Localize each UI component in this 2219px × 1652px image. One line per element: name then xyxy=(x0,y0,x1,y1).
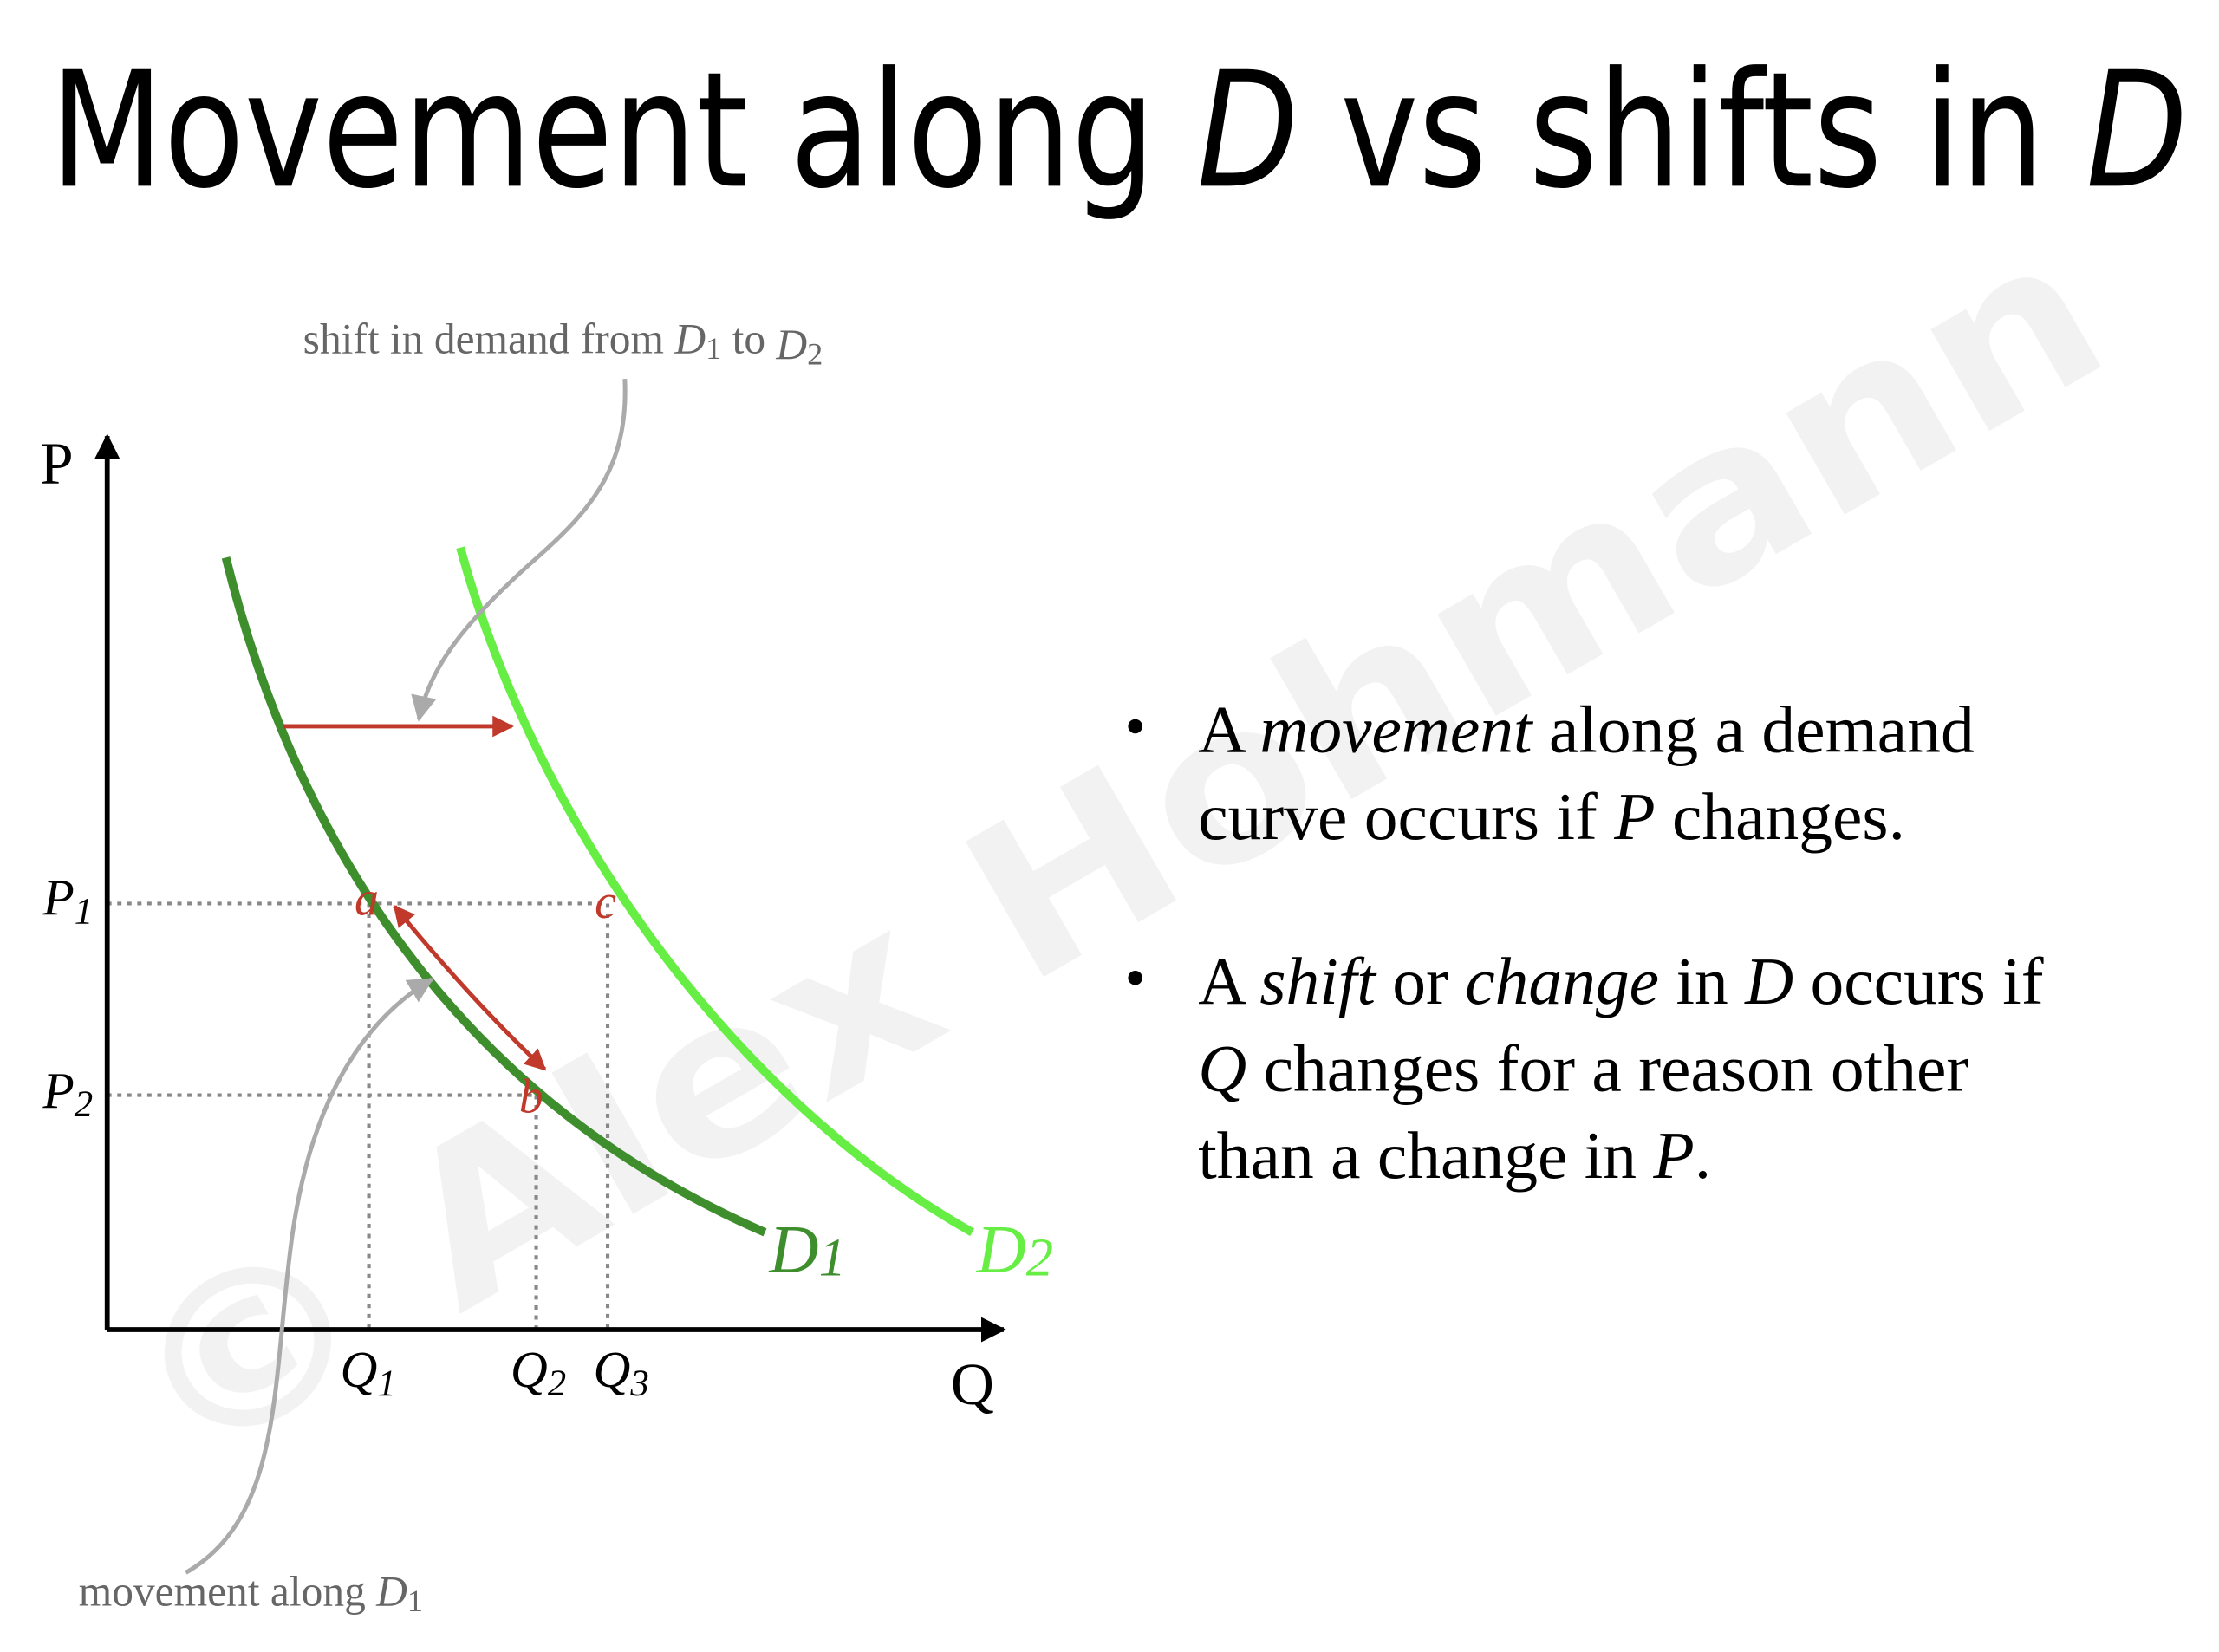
bullet-part: A xyxy=(1198,693,1259,767)
point-label: c xyxy=(595,875,616,929)
bullet-part: shift xyxy=(1259,944,1377,1018)
quantity-label: Q3 xyxy=(594,1341,649,1404)
label-part: Q xyxy=(594,1341,631,1398)
annotation-subscript: 2 xyxy=(807,337,823,372)
quantity-label: Q1 xyxy=(341,1341,396,1404)
bullet-line: curve occurs if P changes. xyxy=(1198,779,1905,854)
label-part: Q xyxy=(511,1341,548,1398)
bullet-part: curve occurs if xyxy=(1198,779,1614,854)
label-part: P xyxy=(42,1062,74,1119)
annotation-subscript: 1 xyxy=(407,1584,423,1618)
title-part: Movement along xyxy=(50,37,1197,224)
bullet-line: than a change in P. xyxy=(1198,1118,1711,1193)
annotation-part: D xyxy=(674,315,706,362)
bullet-line: A movement along a demand xyxy=(1198,693,1974,767)
curve-label: D1 xyxy=(768,1212,846,1288)
quantity-label: Q2 xyxy=(511,1341,566,1404)
annotation-part: shift in demand from xyxy=(303,315,675,362)
bullet-line: A shift or change in D occurs if xyxy=(1198,944,2043,1018)
price-label: P2 xyxy=(42,1062,93,1125)
annotation: movement along D1 xyxy=(79,1567,423,1618)
annotation: shift in demand from D1 to D2 xyxy=(303,315,823,371)
bullet-dot xyxy=(1128,719,1142,734)
point-label: b xyxy=(519,1070,543,1123)
label-part: D xyxy=(976,1212,1026,1288)
curve-label: D2 xyxy=(976,1212,1054,1288)
annotation-part: to xyxy=(721,315,776,362)
movement-arrow xyxy=(393,904,547,1071)
title-part: D xyxy=(1197,37,1298,224)
bullet-part: along a demand xyxy=(1532,693,1975,767)
price-label: P1 xyxy=(42,869,93,933)
bullet-part: A xyxy=(1198,944,1259,1018)
demand-curve-d2 xyxy=(456,546,975,1237)
bullet-part: in xyxy=(1659,944,1745,1018)
label-subscript: 1 xyxy=(75,892,93,933)
annotation-part: D xyxy=(375,1567,407,1615)
label-part: Q xyxy=(341,1341,378,1398)
bullet-part: movement xyxy=(1259,693,1534,767)
title-part: vs shifts in xyxy=(1298,37,2086,224)
label-subscript: 3 xyxy=(629,1363,648,1404)
bullet-part: change xyxy=(1465,944,1659,1018)
bullet-part: changes. xyxy=(1656,779,1905,854)
annotation-part: D xyxy=(775,321,807,368)
bullet-part: than a change in xyxy=(1198,1118,1653,1193)
annotation-subscript: 1 xyxy=(706,331,721,366)
bullet-part: . xyxy=(1695,1118,1711,1193)
point-label: a xyxy=(355,873,379,927)
y-axis-label: P xyxy=(40,430,74,497)
bullet-dot xyxy=(1128,971,1142,985)
demand-curve-d1 xyxy=(221,556,767,1237)
bullet-part: P xyxy=(1652,1118,1694,1193)
label-part: P xyxy=(42,869,74,927)
label-subscript: 2 xyxy=(75,1084,93,1125)
bullet-part: P xyxy=(1613,779,1655,854)
annotation-part: movement along xyxy=(79,1567,376,1615)
bullet-part: Q xyxy=(1198,1031,1246,1106)
label-subscript: 2 xyxy=(1026,1226,1053,1287)
label-subscript: 1 xyxy=(377,1363,395,1404)
label-part: D xyxy=(768,1212,818,1288)
title-part: D xyxy=(2086,37,2188,224)
x-axis-label: Q xyxy=(951,1350,994,1417)
bullet-list: A movement along a demand curve occurs i… xyxy=(1128,693,2044,1193)
bullet-part: D xyxy=(1744,944,1793,1018)
annotation-arrow xyxy=(185,977,434,1575)
annotation-arrow xyxy=(411,379,628,722)
slide-title: Movement along D vs shifts in D xyxy=(50,37,2188,224)
bullet-part: changes for a reason other xyxy=(1246,1031,1968,1106)
label-subscript: 1 xyxy=(819,1226,846,1287)
bullet-part: occurs if xyxy=(1793,944,2044,1018)
bullet-line: Q changes for a reason other xyxy=(1198,1031,1968,1106)
bullet-part: or xyxy=(1376,944,1465,1018)
label-subscript: 2 xyxy=(548,1363,566,1404)
